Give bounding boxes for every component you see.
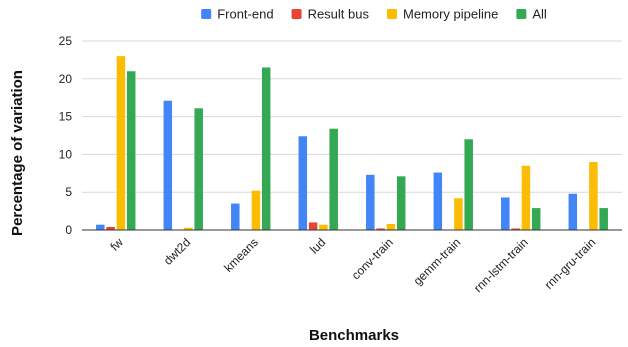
legend-item-all: All <box>516 7 547 22</box>
y-tick-label: 10 <box>59 147 73 161</box>
legend-label: Result bus <box>308 7 370 22</box>
x-tick-label: conv-train <box>349 235 396 282</box>
legend: Front-end Result bus Memory pipeline All <box>201 7 547 22</box>
bars <box>96 56 608 231</box>
legend-swatch <box>516 9 527 19</box>
x-tick-label: lud <box>307 235 328 256</box>
bar-all-rnn-gru-train <box>599 208 608 230</box>
legend-item-front-end: Front-end <box>201 7 274 22</box>
bar-all-conv-train <box>396 176 406 230</box>
y-tick-label: 15 <box>59 110 73 124</box>
bar-front-end-conv-train <box>366 174 375 230</box>
bar-result-bus-fw <box>106 226 115 230</box>
legend-item-result-bus: Result bus <box>291 7 370 22</box>
bar-front-end-lud <box>298 136 308 230</box>
bar-all-lud <box>329 128 338 230</box>
bar-memory-pipeline-kmeans <box>251 190 261 230</box>
bar-memory-pipeline-conv-train <box>386 223 396 230</box>
x-tick-label: dwt2d <box>161 235 194 268</box>
bar-memory-pipeline-rnn-gru-train <box>589 161 598 230</box>
gridlines <box>82 40 622 193</box>
bar-memory-pipeline-dwt2d <box>184 227 193 230</box>
legend-swatch <box>201 9 212 19</box>
x-tick-label: gemm-train <box>411 235 464 288</box>
y-tick-label: 0 <box>65 223 72 237</box>
bar-front-end-dwt2d <box>163 100 173 230</box>
bar-front-end-fw <box>96 224 105 230</box>
y-tick-label: 20 <box>59 72 73 86</box>
bar-memory-pipeline-lud <box>319 224 328 230</box>
bar-memory-pipeline-gemm-train <box>454 198 463 230</box>
bar-result-bus-lud <box>308 222 318 230</box>
legend-label: Front-end <box>217 7 273 22</box>
legend-swatch <box>291 9 302 19</box>
bar-front-end-gemm-train <box>433 172 443 230</box>
bar-all-gemm-train <box>464 139 473 230</box>
bar-memory-pipeline-rnn-lstm-train <box>521 165 531 230</box>
bar-all-dwt2d <box>194 108 203 230</box>
x-axis-title: Benchmarks <box>309 327 399 344</box>
y-tick-label: 5 <box>65 185 72 199</box>
x-tick-label: rnn-lstm-train <box>471 235 531 295</box>
bar-all-kmeans <box>261 67 271 231</box>
bar-result-bus-conv-train <box>376 228 385 230</box>
x-axis-ticks: fw dwt2d kmeans lud conv-train gemm-train rnn-… <box>107 235 598 295</box>
bar-front-end-rnn-lstm-train <box>501 197 510 230</box>
bar-front-end-kmeans <box>231 203 240 230</box>
bar-all-fw <box>126 71 136 231</box>
bar-front-end-rnn-gru-train <box>568 193 578 230</box>
bar-all-rnn-lstm-train <box>531 208 541 230</box>
y-axis-title: Percentage of variation <box>9 70 26 236</box>
y-axis-ticks: 0 5 10 15 20 25 <box>59 34 73 237</box>
x-tick-label: kmeans <box>221 235 261 275</box>
legend-label: Memory pipeline <box>403 7 498 22</box>
bar-result-bus-rnn-lstm-train <box>511 228 520 230</box>
x-tick-label: fw <box>107 235 126 254</box>
bar-memory-pipeline-fw <box>116 56 126 231</box>
legend-item-memory-pipeline: Memory pipeline <box>386 7 498 22</box>
x-tick-label: rnn-gru-train <box>542 235 599 292</box>
legend-swatch <box>386 9 397 19</box>
legend-label: All <box>532 7 547 22</box>
y-tick-label: 25 <box>59 34 73 48</box>
